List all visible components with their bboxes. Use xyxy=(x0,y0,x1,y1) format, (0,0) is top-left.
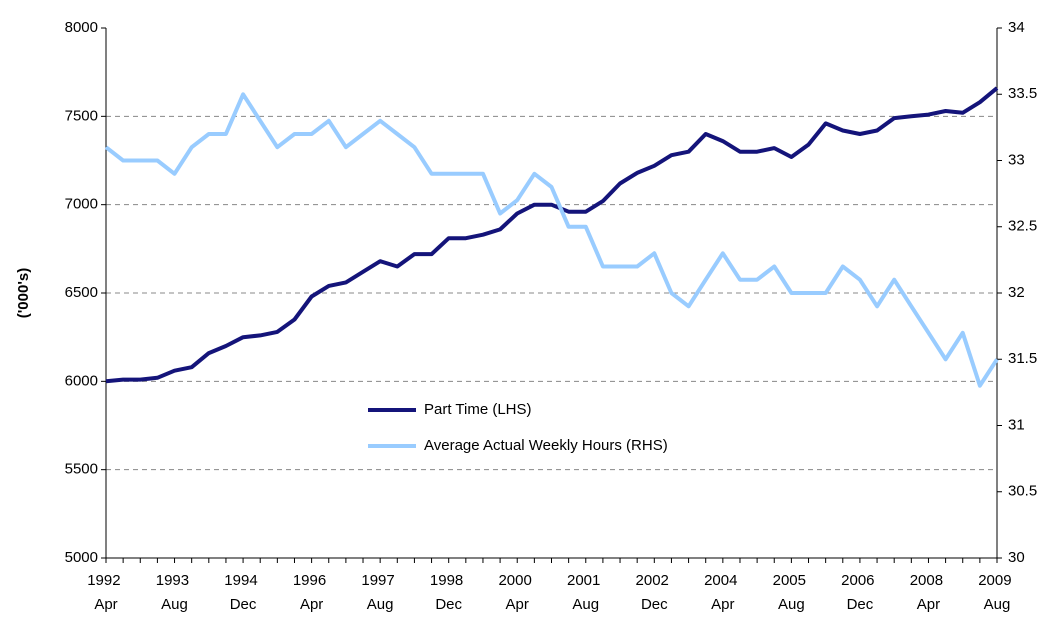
y-tick-label: 6500 xyxy=(65,284,98,301)
x-tick-label: 2002 Dec xyxy=(636,572,674,613)
x-tick-label: 2004 Apr xyxy=(704,572,742,613)
x-tick-label: 2005 Aug xyxy=(773,572,811,613)
y-tick-label: 7500 xyxy=(65,107,98,124)
y-tick-label: 8000 xyxy=(65,19,98,36)
x-tick-label: 1994 Dec xyxy=(224,572,262,613)
x-tick-label: 2000 Apr xyxy=(498,572,536,613)
y2-tick-label: 31 xyxy=(1008,416,1025,433)
legend-label: Part Time (LHS) xyxy=(424,401,532,418)
y-axis-title: ('000's) xyxy=(15,268,32,319)
x-tick-label: 2008 Apr xyxy=(910,572,948,613)
x-tick-label: 2006 Dec xyxy=(841,572,879,613)
y2-tick-label: 30 xyxy=(1008,549,1025,566)
x-tick-label: 2009 Aug xyxy=(978,572,1016,613)
data-line xyxy=(105,86,999,384)
y2-tick-label: 32 xyxy=(1008,284,1025,301)
y2-tick-label: 31.5 xyxy=(1008,350,1037,367)
y2-tick-label: 34 xyxy=(1008,19,1025,36)
y2-tick-label: 33.5 xyxy=(1008,85,1037,102)
y2-tick-label: 32.5 xyxy=(1008,218,1037,235)
y-tick-label: 5500 xyxy=(65,461,98,478)
x-tick-label: 1996 Apr xyxy=(293,572,331,613)
y2-tick-label: 30.5 xyxy=(1008,483,1037,500)
y-tick-label: 5000 xyxy=(65,549,98,566)
data-line xyxy=(104,92,999,388)
y-tick-label: 6000 xyxy=(65,372,98,389)
x-tick-label: 1997 Aug xyxy=(361,572,399,613)
y2-tick-label: 33 xyxy=(1008,151,1025,168)
x-tick-label: 1993 Aug xyxy=(156,572,194,613)
legend-label: Average Actual Weekly Hours (RHS) xyxy=(424,437,668,454)
x-tick-label: 2001 Aug xyxy=(567,572,605,613)
x-tick-label: 1992 Apr xyxy=(87,572,125,613)
x-tick-label: 1998 Dec xyxy=(430,572,468,613)
y-tick-label: 7000 xyxy=(65,196,98,213)
